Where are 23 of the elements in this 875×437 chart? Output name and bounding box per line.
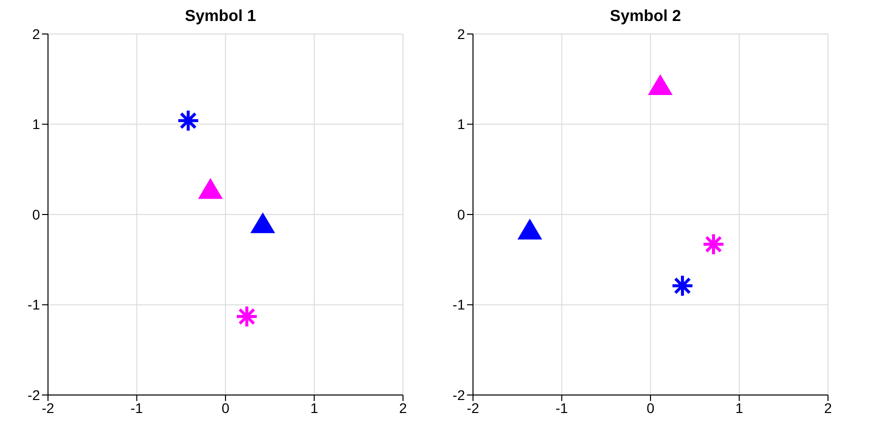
x-tick-label: 2 xyxy=(824,400,832,416)
y-tick-label: -1 xyxy=(28,296,40,313)
x-tick-label: 1 xyxy=(735,400,744,416)
point xyxy=(648,74,673,96)
x-tick-label: 1 xyxy=(310,400,318,416)
y-tick-label: -1 xyxy=(452,296,466,313)
chart-title: Symbol 2 xyxy=(610,8,682,25)
x-tick-label: -1 xyxy=(130,400,144,416)
y-tick-label: -2 xyxy=(452,386,466,403)
point xyxy=(702,232,726,256)
y-tick-label: 0 xyxy=(32,206,40,222)
y-tick-label: 1 xyxy=(457,116,466,132)
chart-title: Symbol 1 xyxy=(184,8,256,25)
x-tick-label: -1 xyxy=(556,400,568,416)
y-tick-label: 2 xyxy=(457,26,466,42)
x-tick-label: 0 xyxy=(646,400,655,416)
x-tick-label: 0 xyxy=(222,400,230,416)
y-tick-label: -2 xyxy=(28,386,40,403)
y-tick-label: 1 xyxy=(32,116,40,132)
y-tick-label: 0 xyxy=(457,206,466,222)
x-tick-label: 2 xyxy=(399,400,408,416)
y-tick-label: 2 xyxy=(32,26,40,42)
point xyxy=(670,274,694,298)
